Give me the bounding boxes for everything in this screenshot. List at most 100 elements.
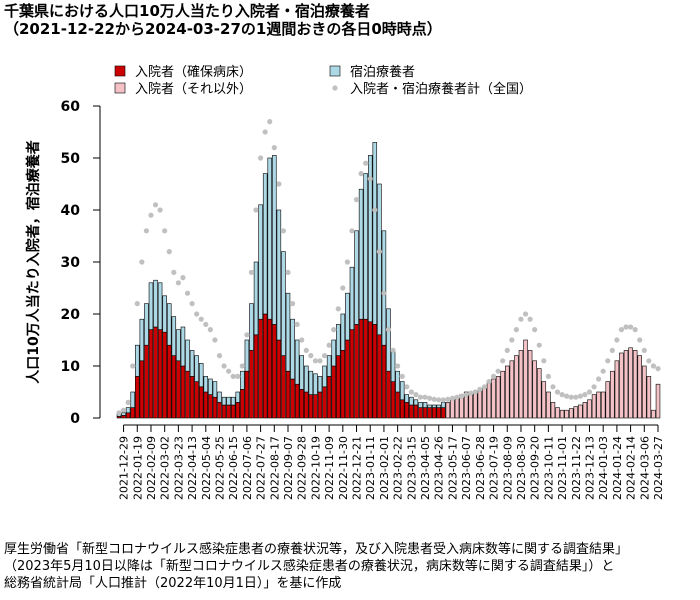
x-tick-label: 2022-09-28	[296, 436, 309, 500]
x-tick-label: 2023-10-11	[542, 436, 555, 500]
point	[436, 397, 442, 403]
bar	[267, 157, 272, 320]
point	[399, 373, 405, 379]
point	[614, 337, 620, 343]
bar	[171, 355, 177, 419]
bar	[135, 344, 140, 377]
point	[248, 269, 255, 275]
bar	[221, 404, 227, 419]
point	[591, 384, 597, 390]
x-tick-label: 2023-05-17	[446, 436, 459, 500]
bar	[121, 412, 126, 416]
bar	[546, 391, 551, 419]
bar	[482, 386, 487, 419]
point	[157, 207, 163, 213]
bar	[176, 360, 181, 419]
bar	[436, 407, 441, 419]
bar	[431, 404, 437, 408]
bar	[454, 396, 460, 419]
bar	[381, 230, 387, 346]
bar	[377, 334, 382, 419]
point	[504, 347, 510, 353]
bar	[249, 350, 254, 419]
bar	[258, 204, 263, 320]
bar	[550, 402, 556, 419]
point	[632, 327, 638, 333]
legend-marker	[114, 65, 126, 77]
point	[152, 202, 159, 208]
bar	[363, 173, 368, 320]
x-tick-label: 2022-04-13	[186, 436, 199, 500]
bar	[253, 334, 259, 419]
point	[481, 384, 488, 390]
point	[203, 321, 209, 327]
point	[280, 228, 287, 234]
x-tick-label: 2024-03-06	[638, 436, 651, 500]
x-tick-label: 2023-07-19	[488, 436, 501, 500]
bar	[313, 373, 318, 395]
y-tick-label: 50	[61, 151, 81, 167]
point	[408, 389, 414, 395]
bar	[555, 407, 560, 419]
bar	[514, 355, 519, 419]
bar	[445, 402, 451, 419]
bar	[253, 261, 259, 336]
bar	[568, 408, 574, 419]
bar	[463, 391, 469, 419]
bar	[386, 308, 391, 372]
x-tick-label: 2023-06-07	[460, 436, 473, 500]
bar	[637, 355, 642, 419]
bar	[194, 355, 199, 382]
bar	[281, 355, 286, 419]
bar	[235, 391, 241, 403]
legend-label: 入院者・宿泊療養者計（全国）	[350, 81, 532, 97]
bar	[226, 396, 231, 406]
legend-label: 入院者（それ以外）	[135, 82, 252, 97]
point	[385, 327, 392, 333]
bar	[139, 360, 145, 419]
x-tick-label: 2024-01-03	[597, 436, 610, 500]
bar	[281, 251, 286, 356]
legend-marker	[114, 82, 126, 94]
bar	[336, 355, 341, 419]
point	[605, 358, 611, 364]
point	[650, 363, 657, 369]
bar	[386, 370, 391, 419]
point	[532, 327, 538, 333]
point	[321, 353, 328, 359]
bar	[198, 386, 204, 419]
bar	[441, 407, 446, 419]
bar	[486, 381, 492, 419]
point	[175, 280, 181, 286]
point	[226, 368, 232, 374]
bar	[372, 142, 378, 325]
x-tick-label: 2021-12-29	[118, 436, 131, 500]
bar	[409, 404, 414, 419]
bar	[632, 350, 638, 419]
bar	[272, 155, 277, 325]
bar	[591, 394, 597, 419]
point	[162, 228, 168, 234]
bar	[326, 376, 332, 419]
bar	[148, 329, 154, 419]
bar	[317, 391, 323, 419]
bar	[308, 370, 314, 395]
point	[609, 347, 615, 353]
point	[194, 311, 200, 317]
point	[500, 358, 506, 364]
bar	[655, 383, 661, 419]
x-tick-label: 2023-06-28	[474, 436, 487, 500]
bar	[509, 360, 515, 419]
point	[253, 207, 259, 213]
bar	[130, 391, 135, 408]
x-tick-label: 2022-01-19	[131, 436, 144, 500]
point	[509, 337, 515, 343]
bar	[203, 391, 209, 419]
x-tick-label: 2023-03-15	[405, 436, 418, 500]
point	[239, 363, 245, 369]
x-tick-label: 2022-10-19	[309, 436, 322, 500]
x-tick-label: 2023-08-09	[501, 436, 514, 500]
point	[600, 368, 606, 374]
point	[230, 373, 236, 379]
bar	[500, 370, 505, 419]
